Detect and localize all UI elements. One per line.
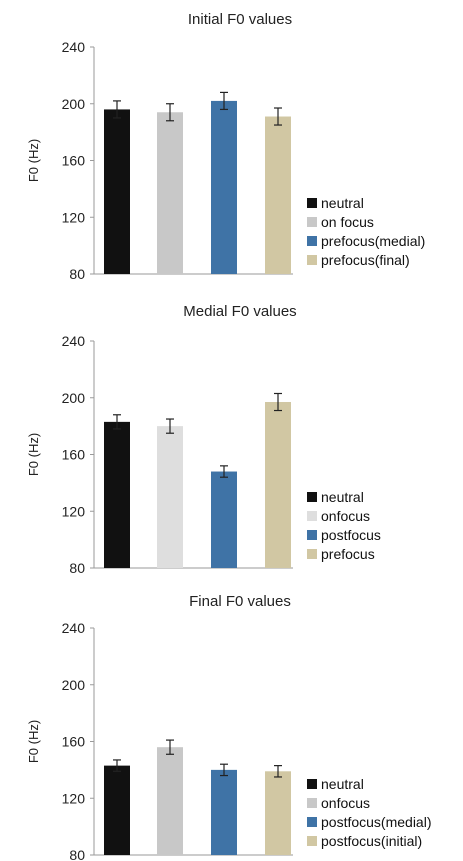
y-tick-label: 160 <box>62 447 86 463</box>
y-axis-label: F0 (Hz) <box>26 720 41 763</box>
chart-2: Medial F0 values F0 (Hz) 80 120 160 200 240 neu… <box>26 303 381 576</box>
legend-swatch <box>307 511 317 521</box>
chart-title: Final F0 values <box>189 593 291 610</box>
y-tick-label: 80 <box>69 266 85 282</box>
legend-swatch <box>307 217 317 227</box>
chart-title: Medial F0 values <box>183 303 296 320</box>
bar-neutral <box>104 421 130 568</box>
bar-postfocus-medial- <box>211 769 237 855</box>
legend-label: onfocus <box>321 795 370 811</box>
legend-label: prefocus <box>321 546 375 562</box>
chart-title: Initial F0 values <box>188 11 292 28</box>
chart-1: Initial F0 values F0 (Hz) 80 120 160 200 240 ne… <box>26 11 425 282</box>
legend-swatch <box>307 530 317 540</box>
bar-on-focus <box>157 112 183 274</box>
y-axis-label: F0 (Hz) <box>26 433 41 476</box>
y-axis-label: F0 (Hz) <box>26 139 41 182</box>
y-tick-label: 160 <box>62 153 86 169</box>
y-tick-label: 120 <box>62 503 86 519</box>
legend-label: neutral <box>321 195 364 211</box>
legend-label: postfocus <box>321 527 381 543</box>
legend-swatch <box>307 798 317 808</box>
bar-onfocus <box>157 747 183 855</box>
legend-label: prefocus(medial) <box>321 233 425 249</box>
legend-label: prefocus(final) <box>321 252 410 268</box>
legend-label: neutral <box>321 776 364 792</box>
legend-label: postfocus(medial) <box>321 814 432 830</box>
bar-postfocus-initial- <box>265 771 291 855</box>
chart-3: Final F0 values F0 (Hz) 80 120 160 200 240 neut… <box>26 593 432 861</box>
y-tick-label: 240 <box>62 39 86 55</box>
legend-label: neutral <box>321 489 364 505</box>
legend-label: postfocus(initial) <box>321 833 422 849</box>
legend-swatch <box>307 255 317 265</box>
y-tick-label: 240 <box>62 620 86 636</box>
y-tick-label: 80 <box>69 560 85 576</box>
y-tick-label: 120 <box>62 209 86 225</box>
y-tick-label: 200 <box>62 677 86 693</box>
y-tick-label: 80 <box>69 847 85 861</box>
bar-prefocus-final- <box>265 116 291 274</box>
legend-swatch <box>307 779 317 789</box>
bar-onfocus <box>157 426 183 568</box>
bar-neutral <box>104 765 130 855</box>
legend-label: onfocus <box>321 508 370 524</box>
legend-swatch <box>307 198 317 208</box>
legend-swatch <box>307 549 317 559</box>
bar-prefocus-medial- <box>211 100 237 274</box>
y-tick-label: 200 <box>62 96 86 112</box>
legend-swatch <box>307 492 317 502</box>
y-tick-label: 120 <box>62 790 86 806</box>
bar-prefocus <box>265 402 291 568</box>
y-tick-label: 240 <box>62 333 86 349</box>
y-tick-label: 160 <box>62 734 86 750</box>
y-tick-label: 200 <box>62 390 86 406</box>
legend-swatch <box>307 836 317 846</box>
bar-neutral <box>104 109 130 274</box>
legend-swatch <box>307 817 317 827</box>
bar-postfocus <box>211 471 237 568</box>
legend-label: on focus <box>321 214 374 230</box>
legend-swatch <box>307 236 317 246</box>
